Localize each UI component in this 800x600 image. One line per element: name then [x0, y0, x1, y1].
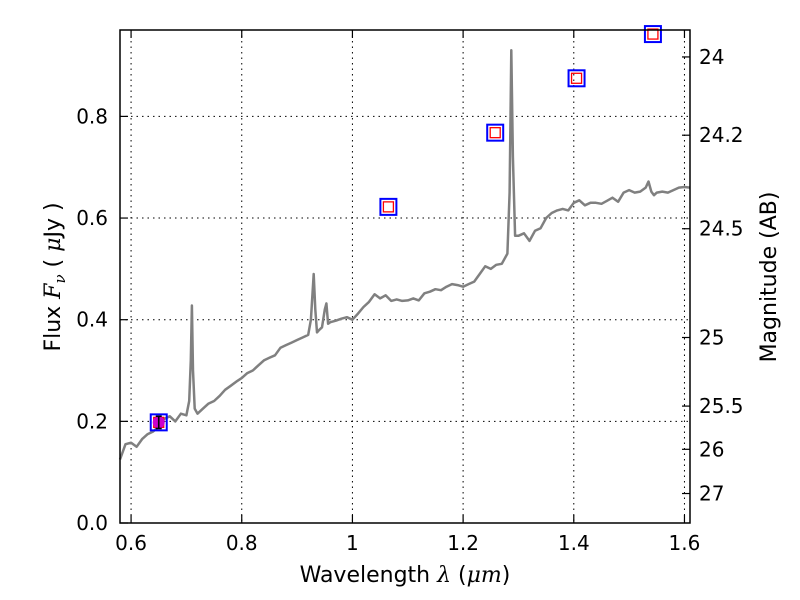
photometry-point-outer [379, 197, 398, 216]
y-tick-label: 0.6 [76, 206, 108, 230]
y2-tick-label: 25.5 [699, 394, 744, 418]
y2-axis-label: Magnitude (AB) [757, 192, 782, 363]
photometry-point-outer [149, 413, 168, 432]
grid-lines [120, 30, 690, 524]
y2-tick-label: 27 [699, 482, 724, 506]
x-tick-label: 1.4 [558, 531, 590, 555]
y-axis-label: Flux Fν ( μJy ) [41, 202, 69, 351]
y2-tick-label: 26 [699, 437, 724, 461]
y-tick-label: 0.4 [76, 308, 108, 332]
y-tick-label: 0.0 [76, 511, 108, 535]
x-tick-label: 1 [346, 531, 359, 555]
x-tick-label: 1.2 [447, 531, 479, 555]
spectrum-layer [118, 49, 691, 460]
photometry-markers [149, 25, 662, 432]
y2-tick-label: 24.2 [699, 123, 744, 147]
y2-tick-label: 24 [699, 45, 724, 69]
y-tick-label: 0.8 [76, 104, 108, 128]
axis-ticks: 0.6 0.8 1 1.2 1.4 1.6 0.0 0.2 0.4 0.6 0.8 24 24.2 24.… [76, 30, 744, 555]
x-tick-label: 0.8 [226, 531, 258, 555]
photometry-point-inner [570, 72, 583, 84]
y2-tick-label: 24.5 [699, 217, 744, 241]
photometry-point-inner [382, 201, 395, 213]
y2-tick-label: 25 [699, 325, 724, 349]
photometry-point-outer [643, 25, 662, 44]
x-axis-label: Wavelength λ (μm) [300, 563, 511, 588]
photometry-point-outer [486, 123, 505, 142]
y-tick-label: 0.2 [76, 409, 108, 433]
x-tick-label: 1.6 [669, 531, 701, 555]
spectrum-line [118, 49, 691, 460]
photometry-point-outer [567, 69, 586, 88]
photometry-point-inner [489, 127, 501, 139]
x-tick-label: 0.6 [115, 531, 147, 555]
photometry-point-inner [647, 28, 659, 40]
plot-frame [119, 29, 691, 524]
